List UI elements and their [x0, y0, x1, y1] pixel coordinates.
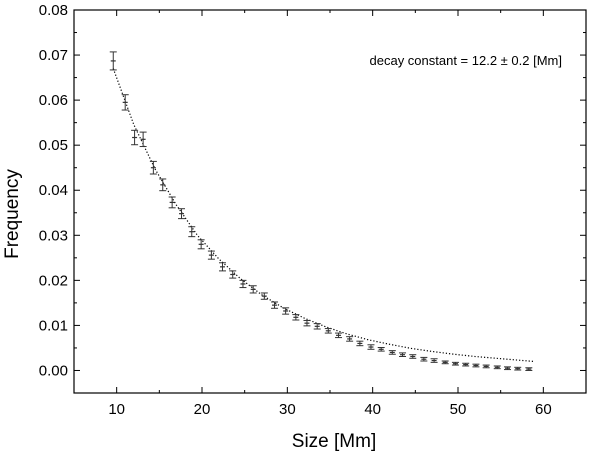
fit-curve: [112, 68, 535, 363]
annotation-decay-constant: decay constant = 12.2 ± 0.2 [Mm]: [370, 53, 563, 68]
data-point: [207, 250, 215, 260]
data-point: [462, 362, 470, 367]
data-point: [441, 360, 449, 365]
data-point: [197, 239, 205, 250]
data-point: [388, 350, 396, 355]
data-point: [324, 328, 332, 334]
data-point: [430, 358, 438, 363]
y-axis: 0.00 0.01 0.02 0.03 0.04 0.05 0.06 0.07 0.08: [39, 2, 586, 379]
x-tick-label: 10: [108, 401, 125, 418]
x-axis: 10 20 30 40 50 60: [73, 10, 587, 418]
data-point: [131, 129, 139, 146]
data-point: [525, 367, 533, 371]
x-tick-label: 40: [364, 401, 381, 418]
data-point: [229, 270, 237, 279]
data-point: [249, 285, 257, 294]
y-tick-label: 0.07: [39, 47, 68, 64]
data-point: [282, 307, 290, 315]
data-point: [514, 366, 522, 371]
data-point: [109, 51, 117, 71]
data-point: [451, 361, 459, 366]
x-tick-label: 50: [450, 401, 467, 418]
data-point: [121, 94, 129, 111]
data-point: [260, 292, 268, 300]
y-tick-label: 0.06: [39, 92, 68, 109]
y-tick-label: 0.01: [39, 317, 68, 334]
x-tick-label: 30: [279, 401, 296, 418]
data-point: [346, 336, 354, 342]
data-point: [218, 262, 226, 272]
data-point: [367, 344, 375, 350]
y-tick-label: 0.03: [39, 227, 68, 244]
data-point: [356, 340, 364, 347]
data-point: [188, 226, 196, 238]
data-point: [472, 363, 480, 368]
data-point: [399, 352, 407, 358]
data-point: [313, 323, 321, 330]
data-point: [239, 279, 247, 289]
data-point: [292, 314, 300, 321]
data-point: [493, 365, 501, 370]
data-point: [178, 208, 186, 220]
y-tick-label: 0.04: [39, 182, 68, 199]
data-point: [377, 346, 385, 352]
x-tick-label: 60: [535, 401, 552, 418]
y-tick-label: 0.05: [39, 137, 68, 154]
y-tick-label: 0.02: [39, 272, 68, 289]
x-axis-title: Size [Mm]: [292, 431, 376, 452]
data-point: [409, 354, 417, 359]
data-points: [109, 51, 533, 371]
data-point: [139, 131, 147, 148]
y-axis-title: Frequency: [2, 169, 23, 259]
data-point: [420, 356, 428, 362]
data-point: [159, 178, 167, 192]
data-point: [271, 301, 279, 309]
data-point: [482, 364, 490, 369]
data-point: [503, 366, 511, 371]
x-tick-label: 20: [194, 401, 211, 418]
data-point: [335, 332, 343, 339]
y-tick-label: 0.08: [39, 2, 68, 19]
data-point: [168, 196, 176, 209]
y-tick-label: 0.00: [39, 362, 68, 379]
data-point: [303, 319, 311, 327]
data-point: [149, 160, 157, 175]
